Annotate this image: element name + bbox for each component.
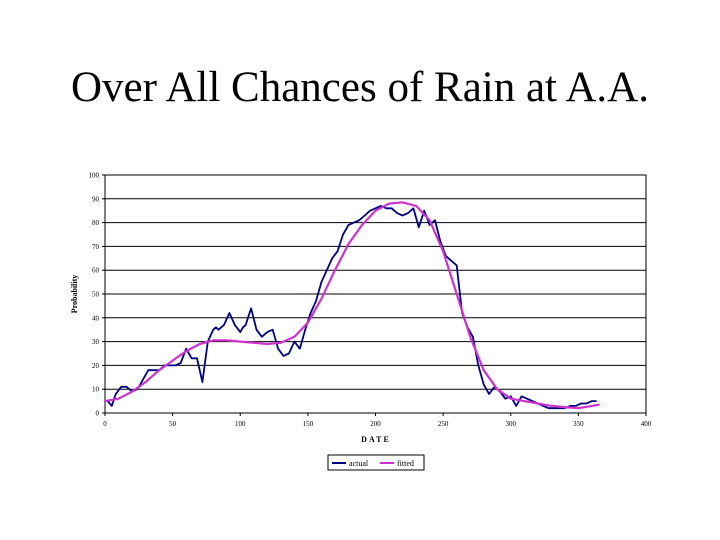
gridlines [105, 174, 646, 414]
x-axis-ticks: 0 50 100 150 200 250 300 350 400 [103, 413, 652, 428]
x-tick-label: 100 [235, 420, 246, 428]
x-tick-label: 0 [103, 420, 107, 428]
legend-label-fitted: fitted [397, 459, 414, 468]
slide-title: Over All Chances of Rain at A.A. [70, 64, 649, 111]
y-tick-label: 50 [92, 291, 100, 299]
series-actual-line [106, 204, 597, 410]
y-tick-label: 90 [92, 195, 100, 203]
x-tick-label: 350 [573, 420, 584, 428]
y-tick-label: 70 [92, 243, 100, 251]
x-tick-label: 200 [370, 420, 381, 428]
series-fitted-line [103, 201, 600, 410]
y-tick-label: 10 [92, 386, 100, 394]
x-tick-label: 300 [506, 420, 517, 428]
x-axis-title: DATE [361, 435, 391, 444]
series-layer [103, 201, 600, 410]
legend-box [327, 454, 425, 471]
x-tick-label: 400 [641, 420, 652, 428]
y-tick-label: 30 [92, 338, 100, 346]
y-tick-label: 80 [92, 219, 100, 227]
legend-label-actual: actual [349, 459, 369, 468]
y-tick-label: 100 [89, 172, 100, 180]
y-axis-ticks: 0 10 20 30 40 50 60 70 80 90 100 [89, 172, 105, 418]
x-tick-label: 150 [303, 420, 314, 428]
x-tick-label: 50 [169, 420, 177, 428]
y-tick-label: 0 [96, 410, 100, 418]
y-tick-label: 40 [92, 314, 100, 322]
y-tick-label: 60 [92, 267, 100, 275]
y-tick-label: 20 [92, 362, 100, 370]
y-axis-title: Probability [70, 275, 79, 314]
x-tick-label: 250 [438, 420, 449, 428]
legend: actual fitted [327, 454, 425, 471]
